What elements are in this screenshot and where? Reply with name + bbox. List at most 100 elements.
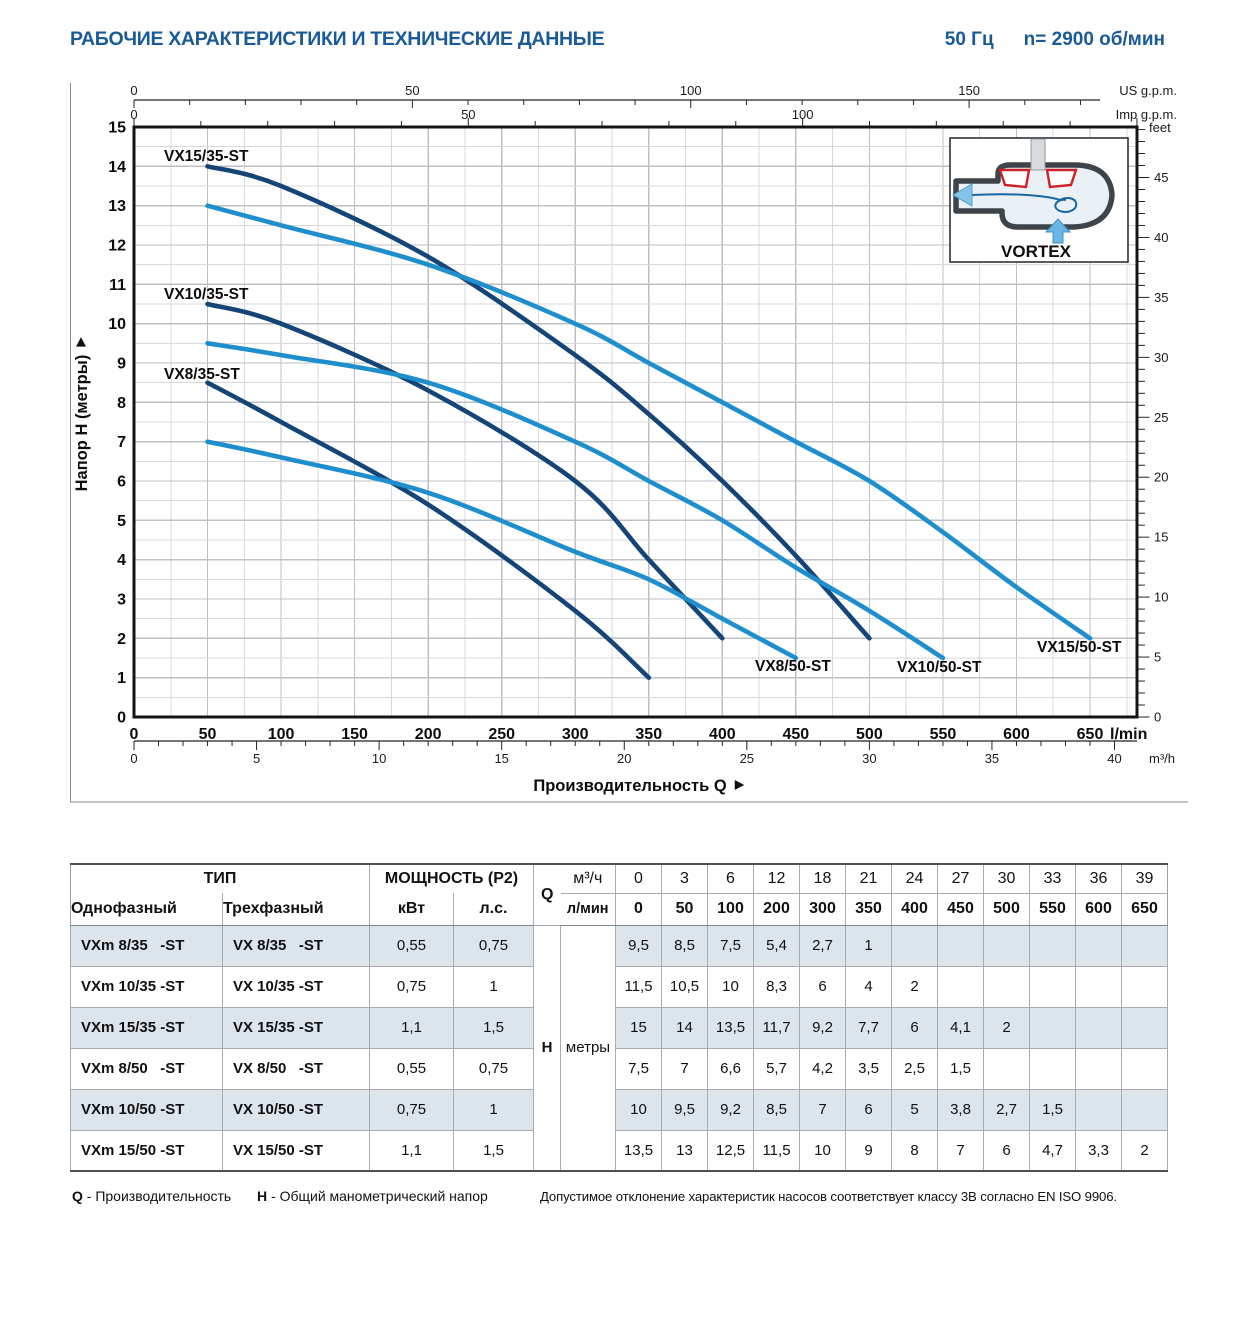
model-three-phase: VX 8/50 -ST [222,1047,370,1090]
head-value: 11,7 [753,1006,800,1049]
m3h-tick-label: 40 [1107,751,1121,766]
feet-tick-label: 20 [1154,470,1168,485]
head-value: 15 [615,1006,662,1049]
model-three-phase: VX 10/50 -ST [222,1088,370,1131]
head-value: 4,1 [937,1006,984,1049]
model-three-phase: VX 15/50 -ST [222,1129,370,1172]
m3h-tick-label: 20 [617,751,631,766]
head-value: 1,5 [1029,1088,1076,1131]
q-m3h-value: 39 [1121,864,1168,894]
head-value: 2,7 [799,924,846,967]
head-value [1075,924,1122,967]
model-single-phase: VXm 8/35 -ST [70,924,223,967]
three-phase-header: Трехфазный [222,893,370,926]
head-value [983,924,1030,967]
head-value [983,965,1030,1008]
lmin-tick-label: 150 [341,726,368,743]
power-kw: 0,75 [369,1088,454,1131]
head-value [1121,1047,1168,1090]
head-value: 5,7 [753,1047,800,1090]
meters-tick-label: 14 [108,159,126,176]
head-value: 13,5 [615,1129,662,1172]
head-value: 2 [983,1006,1030,1049]
table-row: VXm 10/50 -ST VX 10/50 -ST 0,75 1 10 9,5 9,2 8,… [70,1088,1168,1131]
model-single-phase: VXm 10/50 -ST [70,1088,223,1131]
speed-label: n= 2900 об/мин [1023,29,1165,50]
m3h-tick-label: 15 [494,751,508,766]
head-value: 10 [707,965,754,1008]
imp-gpm-tick-label: 100 [792,107,814,122]
head-value: 7,5 [707,924,754,967]
q-header: Q [533,864,561,925]
feet-tick-label: 30 [1154,350,1168,365]
q-lmin-value: 200 [753,893,800,926]
meters-tick-label: 3 [117,592,126,609]
head-value: 10 [615,1088,662,1131]
head-value: 7 [937,1129,984,1172]
power-hp: 1,5 [453,1006,534,1049]
curve-label: VX8/50-ST [755,658,831,675]
q-m3h-value: 21 [845,864,892,894]
head-value [1075,965,1122,1008]
head-value [937,924,984,967]
page-header: РАБОЧИЕ ХАРАКТЕРИСТИКИ И ТЕХНИЧЕСКИЕ ДАН… [70,28,1165,51]
outlet-arrow [952,183,973,207]
q-m3h-value: 12 [753,864,800,894]
meters-tick-label: 10 [108,316,126,333]
m3h-unit: m³/h [1149,751,1175,766]
head-value: 13 [661,1129,708,1172]
power-hp: 0,75 [453,924,534,967]
head-value: 3,8 [937,1088,984,1131]
curve-label: VX8/35-ST [164,366,240,383]
head-value: 7,7 [845,1006,892,1049]
power-kw: 0,55 [369,1047,454,1090]
lmin-tick-label: 300 [562,726,589,743]
head-value: 2 [891,965,938,1008]
head-value: 6 [891,1006,938,1049]
head-value: 6,6 [707,1047,754,1090]
hp-header: л.с. [453,893,534,926]
q-lmin-value: 400 [891,893,938,926]
head-value [1075,1006,1122,1049]
q-lmin-value: 300 [799,893,846,926]
power-hp: 1,5 [453,1129,534,1172]
meters-tick-label: 13 [108,198,126,215]
lmin-tick-label: 0 [130,726,139,743]
q-m3h-value: 0 [615,864,662,894]
q-m3h-value: 36 [1075,864,1122,894]
m3h-tick-label: 30 [862,751,876,766]
head-value [1075,1088,1122,1131]
kw-header: кВт [369,893,454,926]
head-value: 3,3 [1075,1129,1122,1172]
model-three-phase: VX 15/35 -ST [222,1006,370,1049]
head-value: 10,5 [661,965,708,1008]
head-value: 7 [799,1088,846,1131]
table-header: ТИП МОЩНОСТЬ (P2) Q м³/ч /**/ 0361218212… [70,864,1168,926]
pump-shaft [1030,138,1046,171]
power-kw: 1,1 [369,1129,454,1172]
q-m3h-value: 3 [661,864,708,894]
vortex-inset: VORTEX [949,137,1129,263]
table-row: VXm 10/35 -ST VX 10/35 -ST 0,75 1 11,5 10,5 10… [70,965,1168,1008]
meters-tick-label: 11 [109,277,126,294]
flow-swirl [1054,197,1078,213]
head-value [983,1047,1030,1090]
power-kw: 0,75 [369,965,454,1008]
model-single-phase: VXm 15/35 -ST [70,1006,223,1049]
q-m3h-value: 18 [799,864,846,894]
us-gpm-unit: US g.p.m. [1119,83,1177,98]
h-unit: метры [560,924,616,1172]
lmin-tick-label: 350 [635,726,662,743]
x-axis-title: Производительность Q [533,777,726,795]
head-value: 1,5 [937,1047,984,1090]
q-lmin-value: 650 [1121,893,1168,926]
chart-grid [134,127,1137,717]
table-row: VXm 8/50 -ST VX 8/50 -ST 0,55 0,75 7,5 7 6,6 5,… [70,1047,1168,1090]
head-value [1029,965,1076,1008]
head-value: 9,5 [661,1088,708,1131]
us-gpm-tick-label: 150 [958,83,980,98]
meters-tick-label: 9 [117,356,126,373]
feet-tick-label: 5 [1154,650,1161,665]
